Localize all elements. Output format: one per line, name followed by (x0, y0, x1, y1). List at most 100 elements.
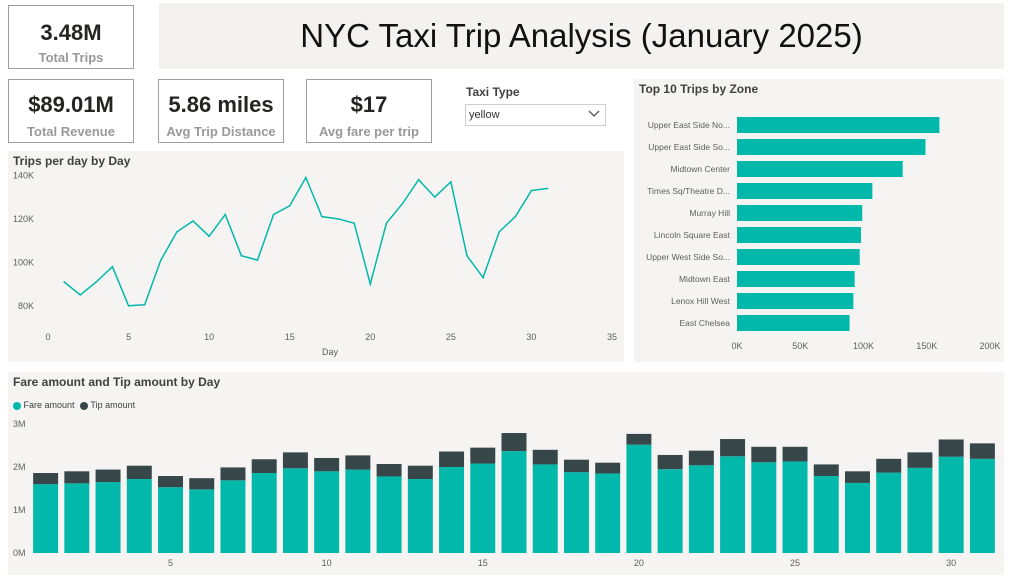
kpi-total-revenue-value: $89.01M (28, 92, 114, 117)
tip-bar (189, 478, 215, 490)
data-point (224, 213, 227, 216)
x-tick-label: 0K (731, 341, 742, 351)
zone-bar (737, 161, 903, 177)
tip-bar (470, 447, 496, 464)
zone-bar (737, 227, 861, 243)
data-point (321, 215, 323, 218)
dashboard-title-box: NYC Taxi Trip Analysis (January 2025) (159, 3, 1004, 69)
kpi-avg-fare-value: $17 (350, 92, 388, 117)
fare-bar (345, 469, 371, 553)
fare-bar (158, 487, 184, 553)
kpi-avg-distance: 5.86 miles Avg Trip Distance (158, 79, 284, 143)
taxi-type-selected: yellow (469, 109, 500, 121)
data-point (530, 189, 533, 192)
fare-bar (844, 482, 870, 553)
fare-bar (751, 462, 777, 553)
data-point (337, 218, 339, 220)
zone-bar (737, 183, 873, 199)
y-tick-label: 0M (13, 548, 26, 558)
legend-tip-label[interactable]: Tip amount (90, 400, 136, 410)
kpi-avg-fare-label: Avg fare per trip (319, 124, 419, 139)
tip-bar (439, 451, 465, 467)
tip-bar (126, 465, 152, 480)
kpi-total-trips-value: 3.48M (40, 20, 102, 45)
tip-bar (782, 446, 808, 462)
x-tick-label: 25 (790, 558, 800, 568)
y-tick-label: 2M (13, 462, 26, 472)
zone-bar (737, 139, 926, 155)
data-point (111, 265, 114, 268)
tip-bar (688, 450, 714, 466)
chevron-down-icon (588, 110, 600, 117)
zone-bar (737, 315, 850, 331)
taxi-type-dropdown[interactable]: yellow (465, 104, 606, 126)
x-tick-label: 150K (916, 341, 937, 351)
tip-bar (563, 459, 589, 473)
data-point (95, 281, 98, 283)
fare-bar (657, 469, 683, 553)
zone-bar (737, 293, 854, 309)
kpi-avg-fare: $17 Avg fare per trip (306, 79, 432, 143)
y-tick-label: 140K (13, 170, 34, 180)
top-zones-panel: Top 10 Trips by Zone Upper East Side No.… (634, 79, 1004, 362)
zone-label: Murray Hill (689, 208, 730, 218)
legend-tip-swatch (80, 401, 89, 410)
x-tick-label: 10 (204, 332, 214, 342)
x-tick-label: 5 (168, 558, 173, 568)
kpi-total-trips: 3.48M Total Trips (8, 5, 134, 69)
taxi-type-slicer-label: Taxi Type (466, 85, 520, 99)
zone-label: Lincoln Square East (654, 230, 731, 240)
trips-line-series (63, 175, 548, 307)
fare-tip-title: Fare amount and Tip amount by Day (13, 375, 221, 389)
x-tick-label: 15 (285, 332, 295, 342)
data-point (546, 187, 549, 190)
fare-bar (563, 472, 589, 553)
tip-bar (876, 458, 902, 473)
fare-bar (907, 467, 933, 553)
kpi-total-revenue: $89.01M Total Revenue (8, 79, 134, 143)
legend-fare-label[interactable]: Fare amount (23, 400, 75, 410)
x-tick-label: 5 (126, 332, 131, 342)
tip-bar (720, 439, 746, 457)
x-tick-label: 50K (792, 341, 808, 351)
data-point (385, 222, 388, 224)
fare-bar (470, 463, 496, 553)
fare-bar (407, 479, 433, 553)
x-tick-label: 10 (322, 558, 332, 568)
data-point (192, 220, 194, 222)
kpi-total-trips-label: Total Trips (38, 50, 104, 65)
data-point (401, 202, 404, 205)
data-point (160, 259, 162, 261)
tip-bar (844, 471, 870, 483)
data-point (272, 213, 275, 216)
x-tick-label: 15 (478, 558, 488, 568)
top-zones-chart[interactable]: Upper East Side No... Upper East Side So.… (634, 79, 1004, 362)
zone-label: Midtown East (679, 274, 731, 284)
zone-label: Upper West Side So... (646, 252, 730, 262)
fare-bar (595, 473, 621, 553)
fare-bar (376, 476, 402, 553)
x-tick-label: 20 (634, 558, 644, 568)
tip-bar (251, 459, 277, 474)
zone-label: Midtown Center (670, 164, 730, 174)
fare-bar (969, 458, 995, 553)
x-tick-label: 20 (365, 332, 375, 342)
fare-tip-chart[interactable]: 0M 1M 2M 3M 5 10 15 20 25 30 (8, 372, 1004, 575)
data-point (466, 254, 468, 257)
data-point (482, 276, 484, 279)
tip-bar (969, 443, 995, 459)
trips-per-day-panel: Trips per day by Day 80K 100K 120K 140K 0 5 10… (8, 151, 624, 362)
trips-per-day-chart[interactable]: 80K 100K 120K 140K 0 5 10 15 20 25 30 35 Day (8, 151, 624, 362)
zone-bar (737, 271, 855, 287)
fare-bar (33, 484, 59, 553)
top-zones-title: Top 10 Trips by Zone (639, 82, 759, 96)
y-tick-label: 80K (18, 301, 34, 311)
zone-bar (737, 249, 860, 265)
tip-bar (64, 471, 90, 484)
legend-fare-swatch (13, 401, 21, 410)
fare-bar (64, 483, 90, 553)
fare-tip-panel: Fare amount and Tip amount by Day Fare a… (8, 372, 1004, 575)
zone-label: Upper East Side No... (648, 120, 730, 130)
y-tick-label: 120K (13, 214, 34, 224)
fare-bar (314, 471, 340, 553)
